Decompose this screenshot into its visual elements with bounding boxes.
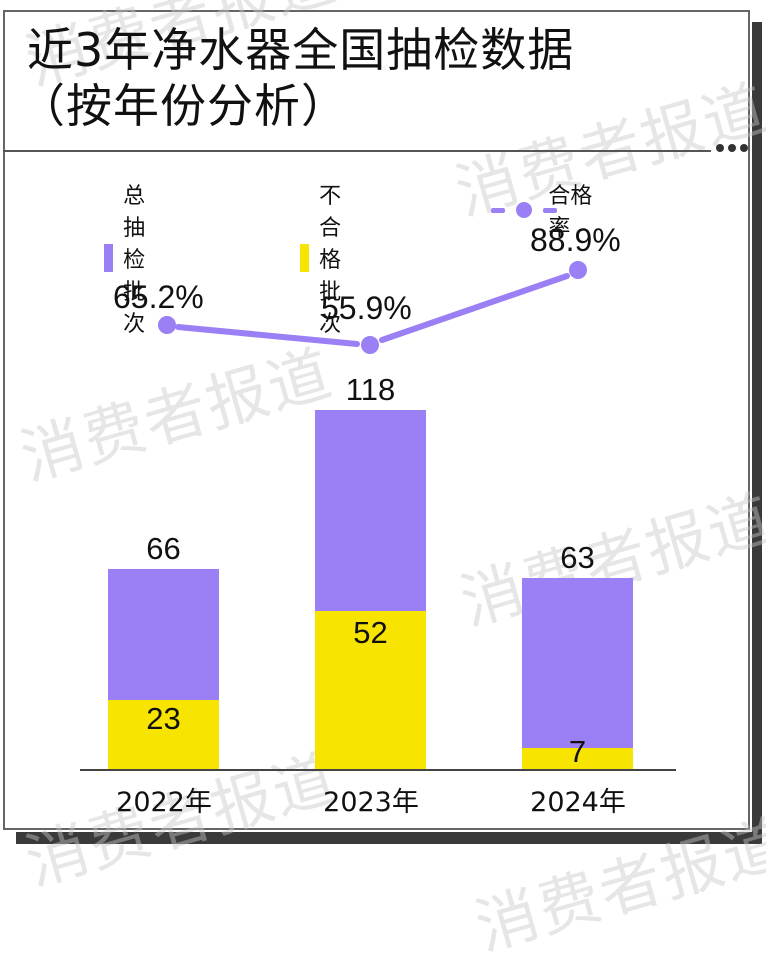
header-divider <box>3 150 711 152</box>
x-tick-label: 2022年 <box>116 787 212 818</box>
legend-label: 不合格批次 <box>319 184 342 337</box>
x-tick-label: 2023年 <box>323 787 419 818</box>
legend-item-rate: 合格率 <box>489 178 593 242</box>
failed-label: 23 <box>146 701 181 736</box>
failed-label: 7 <box>568 734 587 769</box>
legend-swatch-total-icon <box>104 244 114 272</box>
more-dots-icon <box>716 144 748 152</box>
rate-label: 55.9% <box>321 290 412 326</box>
rate-label: 88.9% <box>530 222 621 258</box>
total-label: 66 <box>146 531 181 566</box>
bar-failed-2023 <box>315 611 426 770</box>
legend-item-failed: 不合格批次 <box>300 178 358 338</box>
chart-title-line2: （按年份分析） <box>19 79 348 133</box>
plot-area: 65.2% 55.9% 88.9% 66 23 118 52 63 7 2022… <box>80 222 676 818</box>
rate-point <box>361 336 379 354</box>
bar-total-2024 <box>522 578 633 748</box>
frame-shadow-bottom <box>16 832 762 844</box>
legend-label: 合格率 <box>548 184 593 241</box>
bar-total-2023 <box>315 410 426 611</box>
rate-point <box>158 316 176 334</box>
legend-item-total: 总抽检批次 <box>104 178 162 338</box>
total-label: 118 <box>345 372 396 407</box>
legend-line-dot-icon <box>489 196 557 224</box>
failed-label: 52 <box>353 615 388 650</box>
chart-title: 近3年净水器全国抽检数据 （按年份分析） <box>19 22 575 134</box>
x-tick-label: 2024年 <box>530 787 626 818</box>
x-axis-line <box>80 769 676 771</box>
bar-failed-2024 <box>522 748 633 770</box>
chart-title-line1: 近3年净水器全国抽检数据 <box>27 23 575 77</box>
legend-label: 总抽检批次 <box>123 184 146 337</box>
frame-shadow-right <box>752 22 762 842</box>
bar-total-2022 <box>108 569 219 700</box>
total-label: 63 <box>560 540 595 575</box>
bar-failed-2022 <box>108 700 219 770</box>
rate-point <box>569 261 587 279</box>
rate-label: 65.2% <box>113 279 204 315</box>
rate-line <box>158 261 587 354</box>
legend-swatch-failed-icon <box>300 244 310 272</box>
